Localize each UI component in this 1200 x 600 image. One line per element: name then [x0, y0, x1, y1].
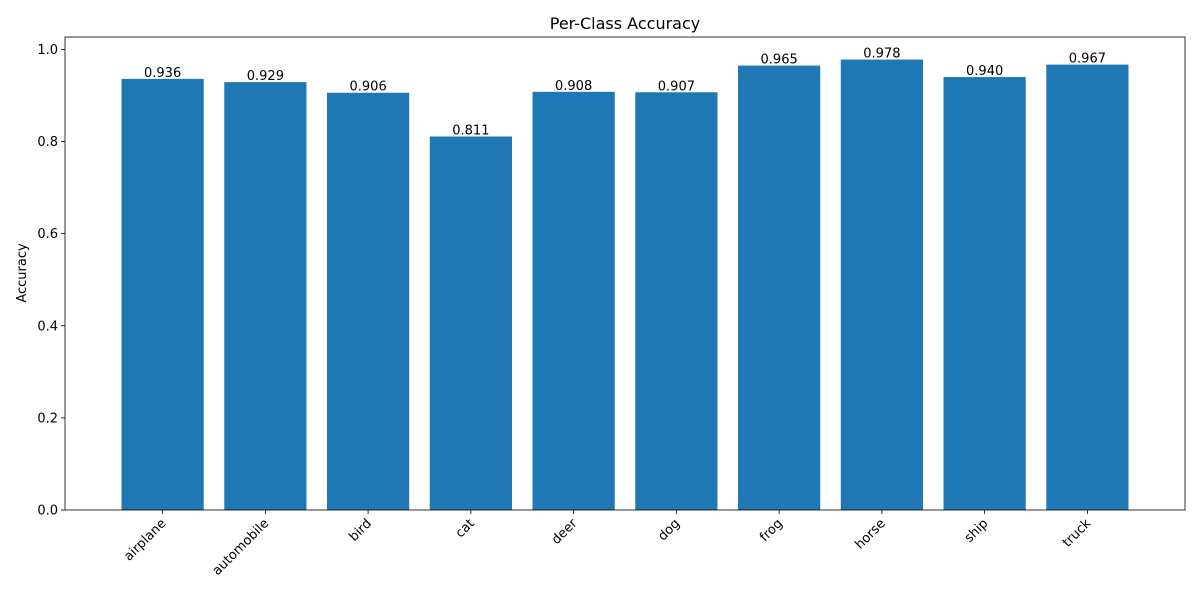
bar-truck: [1046, 64, 1129, 511]
y-tick-label-2: 0.4: [37, 319, 58, 334]
bar-value-label-frog: 0.965: [761, 53, 798, 68]
bar-value-label-cat: 0.811: [452, 123, 489, 138]
bar-value-label-deer: 0.908: [555, 79, 592, 94]
y-axis-ticks: 0.0 0.2 0.4 0.6 0.8 1.0: [37, 43, 65, 519]
bar-value-label-bird: 0.906: [350, 80, 387, 95]
y-tick-label-1: 0.2: [37, 411, 58, 426]
y-tick-label-5: 1.0: [37, 43, 58, 58]
bar-labels-group: 0.936 0.929 0.906 0.811 0.908 0.907 0.965 0.978…: [144, 47, 1106, 139]
bar-value-label-horse: 0.978: [863, 47, 900, 62]
bar-ship: [943, 77, 1026, 511]
y-tick-label-4: 0.8: [37, 135, 58, 150]
bar-value-label-dog: 0.907: [658, 79, 695, 94]
x-tick-label-horse: horse: [852, 516, 888, 552]
y-tick-label-3: 0.6: [37, 227, 58, 242]
bar-value-label-automobile: 0.929: [247, 69, 284, 84]
bar-value-label-truck: 0.967: [1069, 52, 1106, 67]
chart-title: Per-Class Accuracy: [550, 14, 700, 33]
bar-horse: [840, 59, 923, 510]
y-tick-label-0: 0.0: [37, 504, 58, 519]
bar-value-label-ship: 0.940: [966, 64, 1003, 79]
x-tick-label-truck: truck: [1060, 516, 1095, 551]
x-tick-label-ship: ship: [962, 516, 992, 546]
x-tick-label-airplane: airplane: [121, 516, 169, 564]
x-tick-label-deer: deer: [549, 516, 581, 548]
bar-dog: [635, 92, 718, 511]
y-axis-label: Accuracy: [15, 243, 30, 303]
x-axis-ticks: airplane automobile bird cat deer dog frog hors…: [121, 510, 1095, 579]
x-tick-label-dog: dog: [655, 516, 683, 544]
bar-airplane: [121, 78, 204, 511]
x-tick-label-frog: frog: [757, 516, 786, 545]
bar-bird: [327, 92, 410, 510]
bar-value-label-airplane: 0.936: [144, 66, 181, 81]
x-tick-label-cat: cat: [453, 516, 478, 541]
x-tick-label-automobile: automobile: [210, 516, 272, 578]
bar-cat: [429, 136, 512, 510]
plot-frame: [64, 36, 1186, 511]
bar-frog: [738, 65, 821, 510]
bar-deer: [532, 91, 615, 511]
x-tick-label-bird: bird: [346, 516, 374, 544]
bars-group: [121, 59, 1129, 511]
bar-automobile: [224, 82, 307, 510]
